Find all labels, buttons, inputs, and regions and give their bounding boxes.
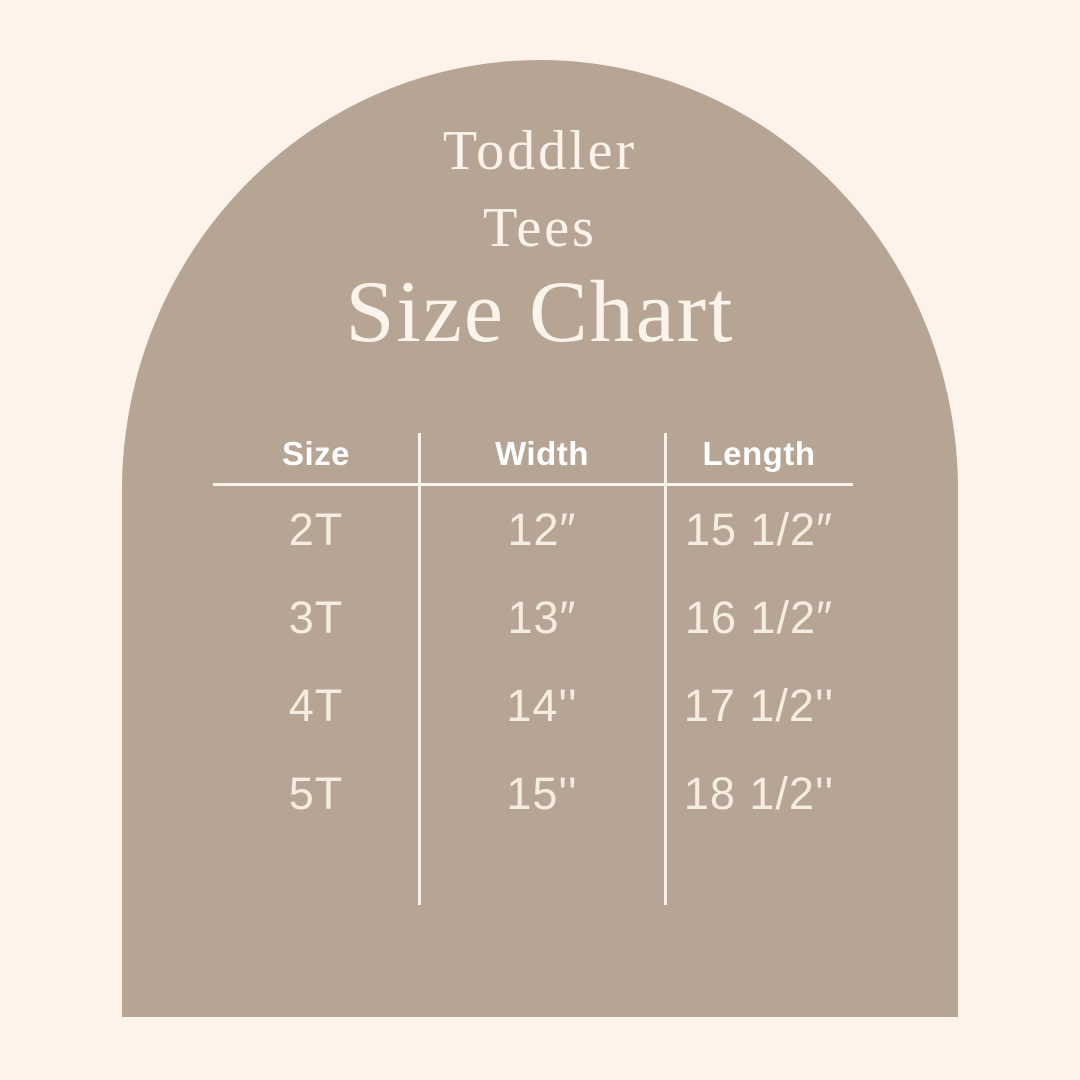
table-cell-length: 18 1/2'' [683,768,835,819]
table-row: 5T 15'' 18 1/2'' [213,750,853,838]
table-cell-width: 14'' [506,680,578,731]
table-cell-size: 5T [288,768,344,819]
table-cell-size: 3T [288,592,344,643]
table-row: 2T 12″ 15 1/2″ [213,486,853,574]
table-row: 4T 14'' 17 1/2'' [213,662,853,750]
size-table: Size Width Length 2T 12″ 15 1/2″ 3T 13″ 16 1/… [213,425,853,905]
product-title-line2: Tees [483,197,597,259]
table-header-row: Size Width Length [213,425,853,483]
column-header-size: Size [281,435,351,472]
table-cell-width: 15'' [506,768,578,819]
arch-background [122,60,958,1017]
table-cell-length: 17 1/2'' [683,680,835,731]
product-title-line1: Toddler [442,120,638,182]
table-cell-length: 16 1/2″ [684,592,834,643]
table-cell-length: 15 1/2″ [684,504,834,555]
table-cell-width: 13″ [507,592,577,643]
table-cell-size: 2T [288,504,344,555]
table-cell-width: 12″ [507,504,577,555]
table-row: 3T 13″ 16 1/2″ [213,574,853,662]
table-vertical-rule-1 [418,433,421,905]
column-header-width: Width [495,435,589,472]
column-header-length: Length [702,435,816,472]
table-horizontal-rule [213,483,853,486]
table-cell-size: 4T [288,680,344,731]
size-chart-heading: Size Chart [345,264,735,361]
table-vertical-rule-2 [664,433,667,905]
table-body: 2T 12″ 15 1/2″ 3T 13″ 16 1/2″ 4T 14'' 17 1/2'' 5T… [213,486,853,838]
